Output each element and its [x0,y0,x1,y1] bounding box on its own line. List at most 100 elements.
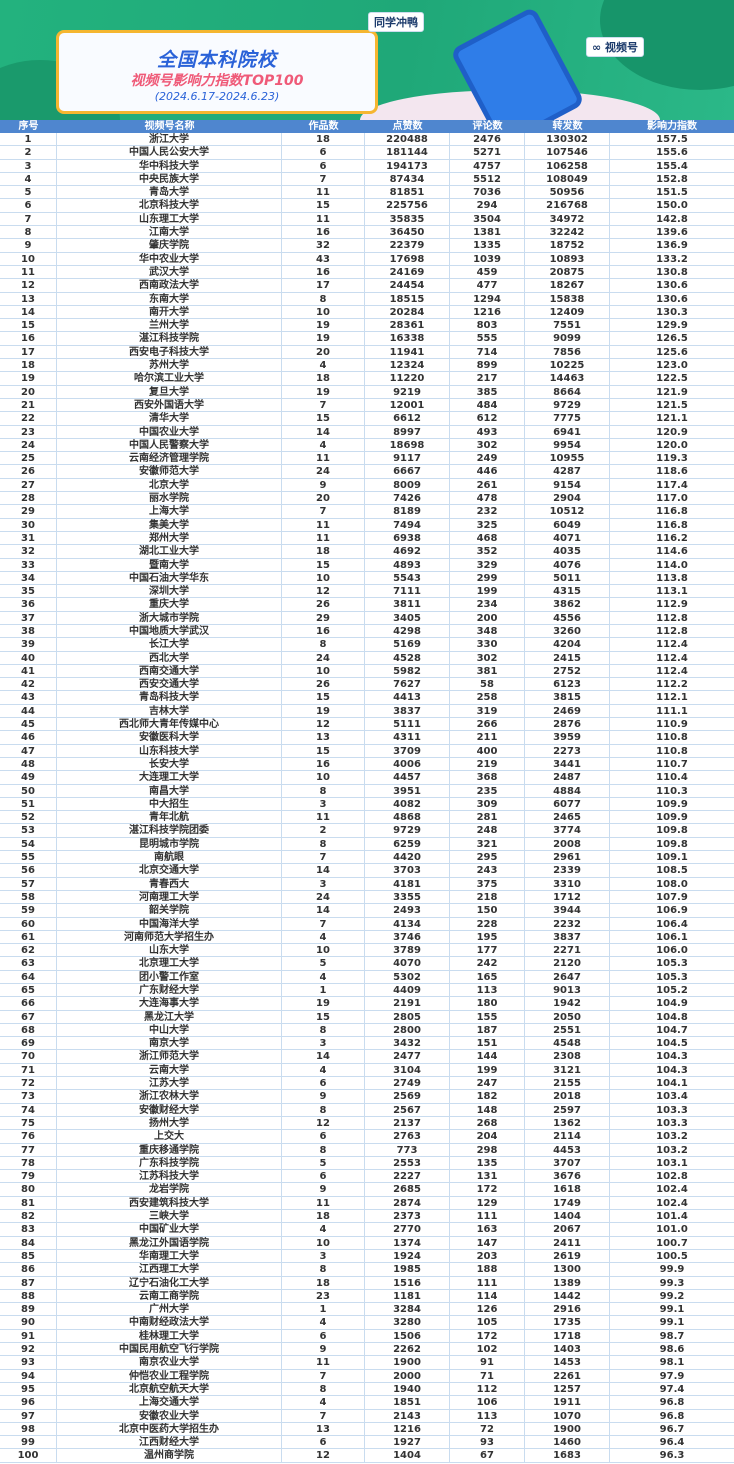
table-row: 80 龙岩学院 9 2685 172 1618 102.4 [0,1183,734,1197]
cell-shares-count: 2008 [525,837,610,851]
cell-channel-name: 中国人民警察大学 [57,438,282,452]
table-row: 64 团小警工作室 4 5302 165 2647 105.3 [0,970,734,984]
cell-channel-name: 华中农业大学 [57,252,282,265]
cell-comments-count: 144 [450,1050,525,1063]
cell-rank: 90 [0,1316,57,1329]
cell-influence-index: 96.8 [659,1410,685,1422]
cell-channel-name: 西安外国语大学 [57,398,282,412]
cell-likes-count: 3355 [365,890,450,904]
cell-likes-count: 7111 [365,585,450,598]
cell-works-count: 12 [282,718,365,731]
cell-comments-count: 172 [450,1329,525,1343]
cell-works-count: 18 [282,372,365,385]
cell-rank: 67 [0,1010,57,1023]
cell-shares-count: 6123 [525,678,610,691]
cell-shares-count: 1300 [525,1263,610,1276]
cell-works-count: 12 [282,1449,365,1462]
cell-works-count: 8 [282,638,365,651]
cell-shares-count: 4884 [525,784,610,797]
cell-likes-count: 1516 [365,1276,450,1289]
cell-shares-count: 2339 [525,864,610,877]
cell-channel-name: 重庆移通学院 [57,1143,282,1156]
cell-channel-name: 深圳大学 [57,585,282,598]
table-row: 17 西安电子科技大学 20 11941 714 7856 125.6 [0,345,734,360]
cell-comments-count: 232 [450,505,525,518]
cell-comments-count: 211 [450,731,525,744]
cell-influence-index: 104.3 [656,1051,688,1063]
cell-comments-count: 1216 [450,305,525,319]
cell-works-count: 26 [282,598,365,611]
cell-influence-index: 99.9 [659,1264,685,1276]
cell-rank: 21 [0,398,57,412]
cell-shares-count: 2904 [525,492,610,505]
cell-works-count: 32 [282,239,365,252]
cell-rank: 61 [0,930,57,944]
cell-channel-name: 北京中医药大学招生办 [57,1422,282,1436]
cell-channel-name: 大连理工大学 [57,771,282,784]
cell-influence-index: 104.7 [656,1024,688,1036]
cell-works-count: 19 [282,704,365,718]
cell-rank: 69 [0,1037,57,1050]
cell-shares-count: 3837 [525,930,610,944]
cell-influence-index: 103.2 [656,1131,688,1143]
cell-channel-name: 广东科技学院 [57,1156,282,1170]
cell-works-count: 13 [282,1422,365,1436]
cell-rank: 4 [0,172,57,186]
cell-influence-index: 113.8 [656,572,688,584]
cell-comments-count: 203 [450,1249,525,1263]
cell-likes-count: 3432 [365,1037,450,1050]
cell-works-count: 9 [282,1343,365,1356]
cell-works-count: 11 [282,1356,365,1369]
cell-shares-count: 4204 [525,638,610,651]
table-row: 9 肇庆学院 32 22379 1335 18752 136.9 [0,239,734,253]
cell-influence-index: 118.6 [656,466,688,478]
cell-influence-index: 99.2 [659,1290,685,1302]
cell-shares-count: 3774 [525,824,610,837]
cell-influence-index: 112.4 [656,639,688,651]
cell-rank: 55 [0,851,57,864]
header-influence-index: 影响力指数 [647,121,697,132]
cell-channel-name: 华中科技大学 [57,159,282,172]
cell-channel-name: 江西理工大学 [57,1263,282,1276]
cell-works-count: 4 [282,1316,365,1329]
cell-works-count: 7 [282,1369,365,1382]
cell-works-count: 6 [282,1436,365,1449]
cell-works-count: 3 [282,797,365,811]
cell-comments-count: 111 [450,1276,525,1289]
cell-shares-count: 1900 [525,1422,610,1436]
table-row: 57 青春西大 3 4181 375 3310 108.0 [0,877,734,891]
cell-shares-count: 1911 [525,1396,610,1409]
table-row: 7 山东理工大学 11 35835 3504 34972 142.8 [0,212,734,227]
cell-likes-count: 4409 [365,984,450,997]
cell-comments-count: 148 [450,1103,525,1116]
cell-works-count: 16 [282,624,365,638]
cell-works-count: 8 [282,1382,365,1396]
table-row: 33 暨南大学 15 4893 329 4076 114.0 [0,558,734,572]
cell-channel-name: 重庆大学 [57,598,282,611]
cell-influence-index: 97.9 [659,1370,685,1382]
cell-shares-count: 2155 [525,1077,610,1090]
cell-rank: 10 [0,252,57,265]
cell-channel-name: 河南理工大学 [57,890,282,904]
table-row: 93 南京农业大学 11 1900 91 1453 98.1 [0,1356,734,1370]
cell-comments-count: 478 [450,492,525,505]
cell-channel-name: 青年北航 [57,811,282,824]
cell-rank: 15 [0,319,57,332]
cell-shares-count: 10225 [525,359,610,372]
cell-works-count: 6 [282,1130,365,1143]
cell-influence-index: 99.1 [659,1304,685,1316]
cell-comments-count: 309 [450,797,525,811]
cell-rank: 87 [0,1276,57,1289]
cell-shares-count: 2465 [525,811,610,824]
cell-comments-count: 3504 [450,212,525,226]
cell-rank: 60 [0,917,57,930]
cell-likes-count: 4006 [365,757,450,771]
cell-rank: 91 [0,1329,57,1343]
cell-works-count: 10 [282,305,365,319]
table-row: 98 北京中医药大学招生办 13 1216 72 1900 96.7 [0,1422,734,1437]
cell-likes-count: 4457 [365,771,450,784]
cell-comments-count: 147 [450,1236,525,1249]
cell-channel-name: 中国农业大学 [57,425,282,438]
cell-shares-count: 2647 [525,970,610,983]
cell-works-count: 7 [282,917,365,930]
